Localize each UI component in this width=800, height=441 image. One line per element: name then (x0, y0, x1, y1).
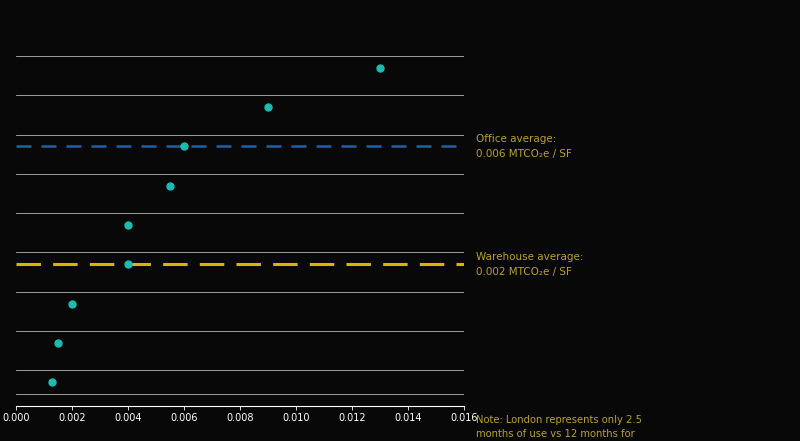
Point (262, 104, 274, 111)
Point (122, 261, 134, 268)
Text: Note: London represents only 2.5
months of use vs 12 months for
other offices.: Note: London represents only 2.5 months … (476, 415, 642, 441)
Point (51, 339, 65, 346)
Point (178, 143, 190, 150)
Point (374, 64, 386, 71)
Point (163, 182, 176, 189)
Point (46, 379, 59, 386)
Text: Warehouse average:
0.002 MTCO₂e / SF: Warehouse average: 0.002 MTCO₂e / SF (476, 252, 583, 277)
Text: Office average:
0.006 MTCO₂e / SF: Office average: 0.006 MTCO₂e / SF (476, 134, 572, 159)
Point (66, 300, 78, 307)
Point (122, 221, 134, 228)
